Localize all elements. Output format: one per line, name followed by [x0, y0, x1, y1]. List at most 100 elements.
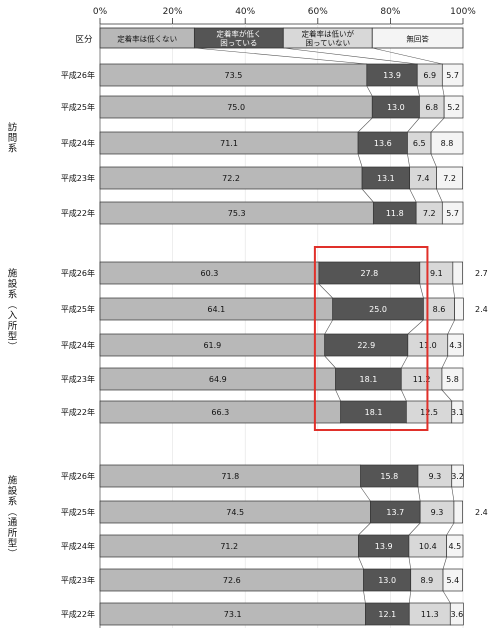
data-label: 73.5 [224, 71, 242, 80]
data-label: 12.1 [378, 610, 396, 619]
series-connector [408, 590, 412, 604]
highlight-layer [313, 246, 429, 431]
data-label: 13.9 [375, 542, 393, 551]
bar-segment [451, 464, 464, 488]
bar-segment [443, 95, 464, 119]
series-connector [324, 355, 336, 369]
data-label: 75.3 [228, 209, 246, 218]
data-label: 9.3 [431, 508, 444, 517]
series-connector [409, 188, 417, 203]
row-year-label: 平成24年 [61, 541, 95, 551]
bar-segment [430, 131, 464, 155]
series-connector [407, 319, 424, 335]
bar-group: 施設系（入所型） 平成26年 60.3 27.8 9.1 2.7 平成25年 64.1 25.0… [6, 261, 488, 424]
data-label: 4.5 [448, 542, 461, 551]
data-label: 7.4 [417, 174, 430, 183]
data-label: 11.2 [413, 375, 431, 384]
data-label: 18.1 [360, 375, 378, 384]
data-label: 15.8 [380, 472, 398, 481]
series-connector [361, 188, 374, 203]
series-connector [416, 85, 420, 97]
data-label: 6.8 [425, 103, 438, 112]
bar-group: 訪問系 平成26年 73.5 13.9 6.9 5.7 平成25年 75.0 13.0 6.8 5.… [6, 63, 464, 225]
legend-swatch [371, 27, 464, 49]
data-label: 13.0 [378, 576, 396, 585]
axis-tick-label: 100% [450, 7, 476, 17]
row-year-label: 平成22年 [61, 609, 95, 619]
series-connector [401, 355, 409, 369]
axis-tick-label: 80% [380, 7, 400, 17]
series-connector [357, 117, 373, 133]
data-label: 6.9 [423, 71, 436, 80]
data-label: 7.2 [443, 174, 456, 183]
bar-segment [454, 297, 464, 321]
data-label: 9.3 [429, 472, 442, 481]
series-connector [366, 85, 373, 97]
data-label: 2.4 [475, 508, 488, 517]
data-label: 6.5 [413, 139, 426, 148]
data-label: 3.2 [451, 472, 464, 481]
bar-group: 施設系（通所型） 平成26年 71.8 15.8 9.3 3.2 平成25年 74.5 13.7… [6, 464, 488, 626]
axis-layer: 0% 20% 40% 60% 80% 100% [93, 7, 476, 628]
data-label: 25.0 [369, 305, 387, 314]
series-connector [436, 188, 443, 203]
data-label: 71.8 [221, 472, 239, 481]
series-connector [407, 153, 410, 168]
series-connector [442, 556, 447, 570]
series-connector [419, 283, 424, 299]
legend-label: 区分 [75, 35, 93, 45]
data-label: 5.7 [446, 71, 459, 80]
row-year-label: 平成25年 [61, 102, 95, 112]
row-year-label: 平成26年 [61, 70, 95, 80]
group-label: 施設系（入所型） [6, 267, 18, 352]
row-year-label: 平成24年 [61, 138, 95, 148]
data-label: 13.1 [377, 174, 395, 183]
legend-entry: 定着率は低いが困っていない [302, 29, 355, 48]
legend-entry: 無回答 [406, 34, 429, 44]
data-label: 60.3 [201, 269, 219, 278]
series-connector [430, 153, 437, 168]
data-label: 72.6 [223, 576, 241, 585]
legend-connector [194, 47, 367, 65]
data-label: 22.9 [357, 341, 375, 350]
data-label: 61.9 [203, 341, 221, 350]
legend-connector [283, 47, 418, 65]
series-connector [360, 486, 371, 502]
data-label: 8.8 [441, 139, 454, 148]
data-label: 8.6 [433, 305, 446, 314]
series-connector [441, 355, 449, 369]
bar-segment [442, 568, 463, 592]
series-connector [446, 522, 455, 536]
data-label: 3.6 [450, 610, 463, 619]
row-year-label: 平成24年 [61, 340, 95, 350]
row-year-label: 平成25年 [61, 304, 95, 314]
legend-entry: 定着率は低くない [117, 34, 177, 44]
data-label: 3.1 [451, 408, 464, 417]
data-label: 73.1 [224, 610, 242, 619]
group-label: 訪問系 [6, 121, 18, 153]
series-connector [430, 117, 445, 133]
data-label: 13.6 [374, 139, 392, 148]
axis-tick-label: 40% [235, 7, 255, 17]
series-connector [417, 486, 421, 502]
series-connector [358, 522, 371, 536]
data-label: 12.5 [420, 408, 438, 417]
series-connector [335, 389, 341, 402]
legend-entry: 定着率が低く困っている [216, 29, 261, 48]
bar-segment [451, 400, 464, 424]
data-label: 5.2 [447, 103, 460, 112]
data-label: 18.1 [365, 408, 383, 417]
data-label: 7.2 [423, 209, 436, 218]
group-label: 施設系（通所型） [6, 474, 18, 559]
series-connector [408, 522, 421, 536]
row-year-label: 平成23年 [61, 575, 95, 585]
data-label: 11.8 [386, 209, 404, 218]
data-label: 13.7 [386, 508, 404, 517]
axis-tick-label: 60% [308, 7, 328, 17]
data-label: 10.4 [419, 542, 437, 551]
data-label: 5.7 [446, 209, 459, 218]
row-year-label: 平成23年 [61, 173, 95, 183]
series-connector [451, 486, 455, 502]
bar-segment [441, 367, 464, 391]
series-connector [407, 117, 420, 133]
